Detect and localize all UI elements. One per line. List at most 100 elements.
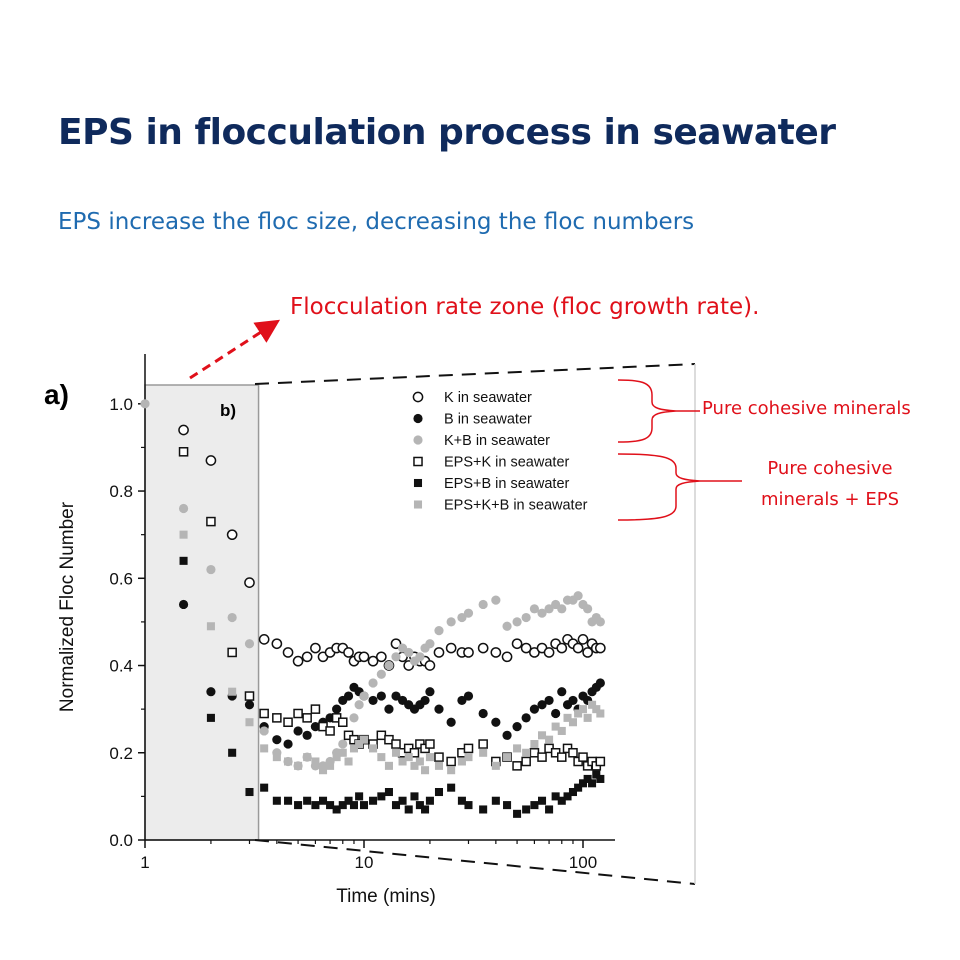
data-point bbox=[434, 704, 444, 714]
data-point bbox=[283, 717, 293, 728]
data-point bbox=[557, 726, 566, 735]
data-point bbox=[521, 756, 531, 767]
data-point bbox=[391, 739, 401, 749]
data-point bbox=[522, 805, 531, 814]
flocculation-zone-annotation: Flocculation rate zone (floc growth rate… bbox=[290, 294, 760, 320]
data-point bbox=[178, 447, 189, 457]
data-point bbox=[369, 744, 378, 753]
data-point bbox=[282, 647, 294, 658]
data-point bbox=[244, 700, 255, 710]
data-point bbox=[434, 626, 444, 636]
data-point bbox=[568, 787, 578, 797]
data-point bbox=[227, 647, 237, 658]
data-point bbox=[332, 753, 341, 762]
data-point bbox=[359, 801, 369, 810]
data-point bbox=[178, 599, 189, 610]
data-point bbox=[349, 744, 359, 753]
data-point bbox=[463, 647, 474, 658]
data-point bbox=[338, 801, 347, 810]
data-point bbox=[384, 660, 394, 671]
data-point bbox=[545, 735, 554, 744]
x-axis-title: Time (mins) bbox=[336, 886, 436, 907]
data-point bbox=[544, 695, 554, 706]
data-point bbox=[244, 691, 255, 701]
data-point bbox=[551, 722, 560, 731]
data-point bbox=[513, 744, 522, 753]
data-point bbox=[332, 704, 342, 714]
data-point bbox=[368, 695, 378, 706]
data-point bbox=[529, 604, 540, 614]
data-point bbox=[410, 792, 419, 801]
data-point bbox=[568, 695, 578, 706]
legend-marker bbox=[413, 413, 423, 424]
data-point bbox=[424, 660, 436, 671]
data-point bbox=[503, 801, 512, 810]
data-point bbox=[359, 735, 369, 744]
data-point bbox=[178, 424, 189, 436]
data-point bbox=[355, 792, 364, 801]
data-point bbox=[530, 740, 539, 749]
data-point bbox=[572, 642, 584, 654]
data-point bbox=[284, 796, 293, 805]
data-point bbox=[272, 735, 282, 745]
data-point bbox=[445, 642, 457, 654]
data-point bbox=[434, 787, 444, 797]
data-point bbox=[573, 591, 583, 601]
data-point bbox=[583, 713, 592, 722]
data-point bbox=[434, 752, 444, 762]
chart-ticks: 0.0 0.2 0.4 0.6 0.8 1.0 1 10 100 bbox=[109, 395, 597, 872]
data-point bbox=[574, 783, 583, 792]
data-point bbox=[391, 691, 401, 701]
data-point bbox=[206, 687, 216, 697]
data-point bbox=[478, 739, 488, 749]
data-point bbox=[425, 639, 435, 649]
series-6 bbox=[179, 530, 605, 775]
data-point bbox=[594, 642, 606, 654]
data-point bbox=[206, 622, 215, 631]
data-point bbox=[404, 805, 413, 814]
data-point bbox=[391, 652, 401, 662]
data-point bbox=[244, 639, 255, 649]
data-point bbox=[512, 761, 522, 771]
data-point bbox=[354, 700, 364, 710]
x-tick-label: 1 bbox=[140, 853, 149, 872]
data-point bbox=[310, 704, 321, 714]
data-point bbox=[578, 779, 588, 788]
data-point bbox=[391, 748, 401, 757]
data-point bbox=[595, 756, 606, 767]
data-point bbox=[478, 599, 488, 610]
data-point bbox=[375, 651, 387, 663]
data-point bbox=[349, 801, 359, 810]
data-point bbox=[344, 757, 353, 766]
data-point bbox=[568, 747, 578, 758]
zoom-line-top bbox=[254, 363, 696, 385]
data-point bbox=[409, 747, 420, 758]
data-point bbox=[577, 634, 589, 645]
data-point bbox=[588, 779, 597, 788]
data-point bbox=[578, 705, 588, 714]
data-point bbox=[578, 752, 588, 762]
data-point bbox=[384, 704, 394, 714]
data-point bbox=[332, 805, 341, 814]
data-point bbox=[574, 709, 583, 718]
zoom-line-bottom bbox=[254, 839, 696, 885]
data-point bbox=[349, 713, 359, 723]
group-label-pure-minerals: Pure cohesive minerals bbox=[702, 398, 911, 419]
data-point bbox=[404, 647, 414, 658]
data-point bbox=[310, 642, 321, 654]
data-point bbox=[421, 766, 430, 775]
data-point bbox=[503, 753, 512, 762]
legend-marker bbox=[413, 456, 423, 467]
data-point bbox=[425, 739, 435, 749]
data-point bbox=[368, 678, 378, 688]
data-point bbox=[415, 652, 425, 662]
data-point bbox=[425, 753, 434, 762]
legend-label: B in seawater bbox=[444, 412, 532, 428]
data-point bbox=[521, 612, 531, 623]
data-point bbox=[245, 787, 254, 797]
slide-title: EPS in flocculation process in seawater bbox=[58, 112, 836, 153]
data-point bbox=[537, 752, 547, 762]
data-point bbox=[502, 730, 512, 740]
data-point bbox=[228, 687, 237, 696]
data-point bbox=[325, 726, 335, 736]
